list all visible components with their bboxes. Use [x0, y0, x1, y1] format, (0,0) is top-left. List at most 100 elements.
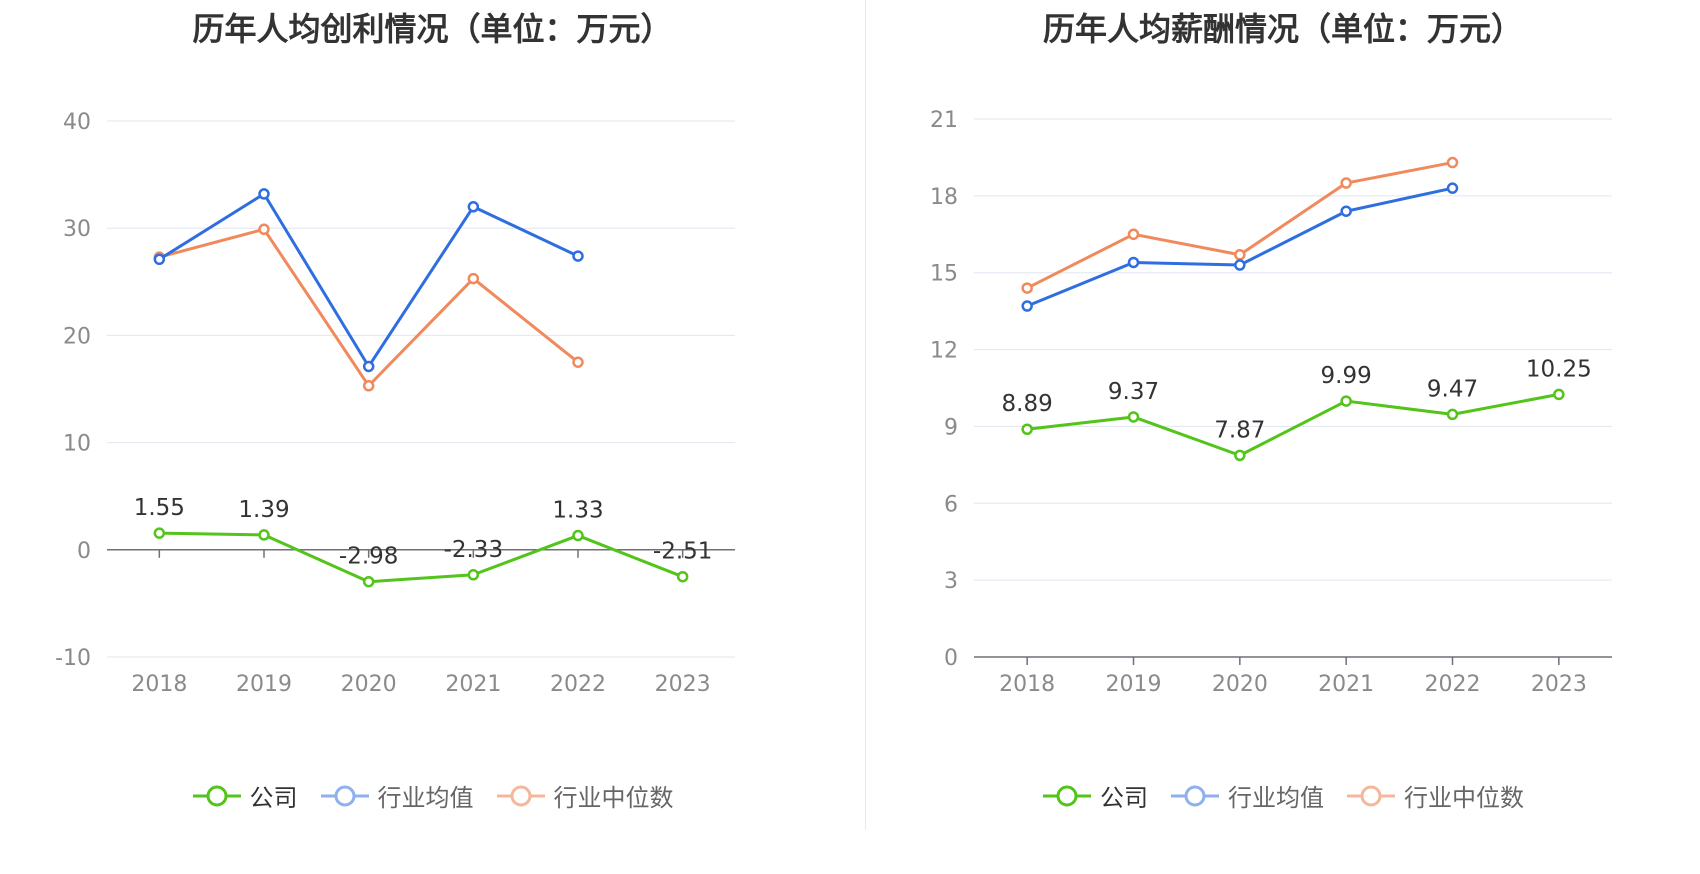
data-point-industry-median	[572, 356, 584, 368]
data-point-industry-avg	[362, 360, 375, 373]
data-point-company	[1234, 449, 1246, 462]
y-tick-label: 21	[930, 108, 958, 133]
x-tick-label: 2019	[236, 672, 292, 697]
x-tick-label: 2019	[1106, 672, 1162, 697]
data-point-industry-median	[1127, 228, 1140, 241]
y-tick-label: 6	[944, 492, 958, 517]
panel-divider	[865, 0, 866, 830]
x-tick-label: 2022	[550, 672, 606, 697]
x-tick-label: 2018	[131, 672, 187, 697]
x-tick-label: 2023	[655, 672, 711, 697]
series-line-industry-avg	[158, 192, 579, 368]
data-point-industry-median	[1234, 249, 1246, 261]
legend-industry-avg-icon	[1171, 785, 1219, 806]
legend-label: 行业均值	[377, 784, 474, 812]
legend-item-company[interactable]: 公司	[1042, 778, 1148, 813]
chart-title: 历年人均创利情况（单位：万元）	[192, 10, 673, 48]
legend-label: 行业均值	[1228, 784, 1324, 812]
x-tick-label: 2021	[1318, 672, 1374, 697]
data-point-industry-avg	[258, 188, 270, 200]
data-point-company	[362, 575, 375, 588]
data-point-industry-avg	[1446, 182, 1459, 194]
profit-per-capita-chart: 历年人均创利情况（单位：万元） -10 0 10 20 30 40 2018 2019 2020…	[0, 0, 865, 830]
data-label: -2.33	[444, 537, 504, 563]
legend-item-industry-avg[interactable]: 行业均值	[320, 778, 474, 813]
data-label: 9.99	[1321, 363, 1372, 389]
legend-industry-median-icon	[1347, 785, 1395, 806]
data-point-industry-avg	[572, 250, 584, 262]
data-label: 9.47	[1427, 376, 1478, 402]
data-label: -2.51	[653, 539, 713, 565]
y-tick-label: 3	[944, 569, 958, 594]
y-tick-label: 0	[77, 539, 91, 564]
data-label: 1.55	[134, 495, 185, 521]
salary-per-capita-chart: 历年人均薪酬情况（单位：万元） 0 3 6 9 12 15 18 21 2018 2019 2020…	[866, 0, 1700, 830]
data-point-company	[676, 570, 689, 583]
legend-label: 行业中位数	[1404, 784, 1524, 812]
x-tick-label: 2022	[1425, 672, 1481, 697]
legend: 公司 行业均值 行业中位数	[866, 778, 1700, 813]
data-point-industry-median	[1021, 282, 1033, 294]
data-point-industry-avg	[1021, 300, 1033, 312]
data-point-industry-median	[1340, 177, 1352, 189]
legend-item-company[interactable]: 公司	[192, 778, 298, 813]
y-tick-label: 20	[63, 324, 91, 349]
y-tick-label: -10	[55, 646, 91, 671]
series-line-industry-avg	[1026, 186, 1453, 308]
legend-item-industry-median[interactable]: 行业中位数	[496, 778, 674, 813]
y-tick-label: 30	[63, 217, 91, 242]
data-point-company	[1340, 395, 1352, 407]
y-tick-label: 10	[63, 432, 91, 457]
legend: 公司 行业均值 行业中位数	[0, 778, 865, 813]
x-tick-label: 2021	[445, 672, 501, 697]
data-label: -2.98	[339, 544, 399, 570]
legend-company-icon	[1043, 785, 1091, 806]
data-label: 8.89	[1002, 391, 1053, 417]
data-point-company	[467, 569, 480, 581]
x-tick-label: 2020	[1212, 672, 1268, 697]
data-label: 9.37	[1108, 379, 1159, 405]
data-point-company	[153, 527, 166, 539]
y-tick-label: 9	[944, 415, 958, 440]
x-tick-label: 2023	[1531, 672, 1587, 697]
legend-industry-median-icon	[496, 785, 545, 806]
legend-item-industry-avg[interactable]: 行业均值	[1170, 778, 1324, 813]
legend-item-industry-median[interactable]: 行业中位数	[1346, 778, 1524, 813]
chart-title: 历年人均薪酬情况（单位：万元）	[1042, 10, 1523, 48]
series-line-company	[1026, 392, 1560, 457]
data-point-industry-median	[1446, 156, 1459, 169]
data-point-industry-avg	[467, 201, 480, 213]
legend-company-icon	[192, 785, 241, 806]
data-point-industry-avg	[1234, 259, 1246, 271]
data-point-industry-median	[258, 223, 270, 236]
data-point-company	[1446, 408, 1459, 421]
legend-label: 行业中位数	[553, 784, 674, 812]
data-label: 1.39	[238, 497, 289, 523]
data-point-industry-avg	[1127, 256, 1140, 269]
y-tick-label: 40	[63, 110, 91, 135]
data-point-industry-avg	[153, 253, 166, 266]
plot-area: -10 0 10 20 30 40 2018 2019 2020 2021 2022 2023 1.55…	[55, 110, 735, 697]
data-point-industry-avg	[1340, 205, 1352, 217]
legend-label: 公司	[249, 784, 298, 812]
x-tick-label: 2020	[341, 672, 397, 697]
y-tick-label: 18	[930, 185, 958, 210]
plot-area: 0 3 6 9 12 15 18 21 2018 2019 2020 2021 2022 2023 8.89…	[930, 108, 1612, 697]
legend-industry-avg-icon	[320, 785, 369, 806]
data-point-company	[1553, 388, 1565, 401]
data-point-company	[1021, 423, 1033, 435]
y-tick-label: 0	[944, 646, 958, 671]
data-point-company	[572, 529, 584, 542]
y-tick-label: 12	[930, 339, 958, 364]
x-tick-label: 2018	[999, 672, 1055, 697]
series-line-company	[159, 531, 684, 584]
data-point-company	[258, 529, 270, 541]
legend-label: 公司	[1100, 784, 1148, 812]
data-label: 1.33	[552, 498, 603, 524]
data-label: 10.25	[1526, 356, 1592, 382]
data-point-industry-median	[362, 380, 375, 392]
data-label: 7.87	[1214, 417, 1265, 443]
data-point-company	[1127, 411, 1140, 423]
y-tick-label: 15	[930, 262, 958, 287]
data-point-industry-median	[467, 272, 480, 285]
